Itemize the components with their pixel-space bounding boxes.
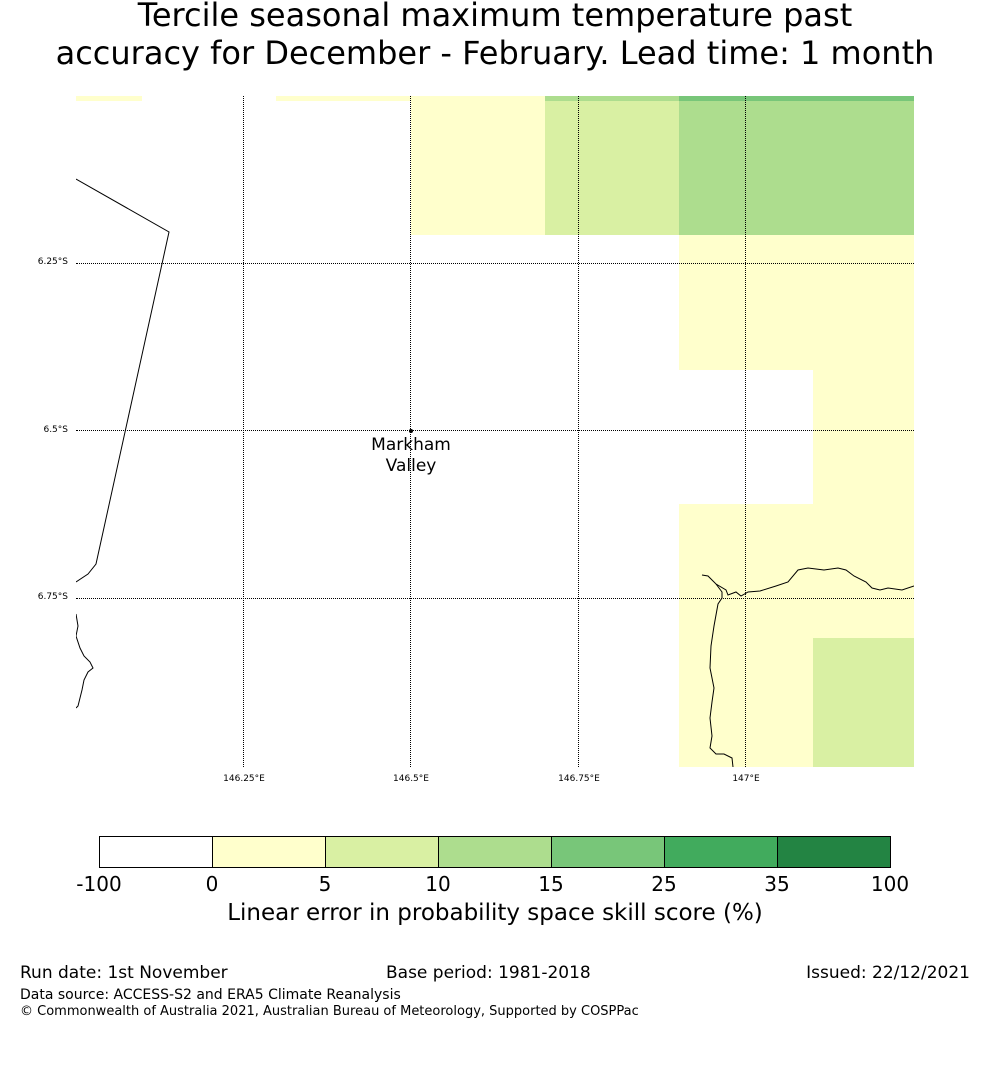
colorbar-label: Linear error in probability space skill … — [227, 900, 763, 926]
colorbar-tick: 100 — [870, 872, 910, 896]
issued-date: Issued: 22/12/2021 — [806, 963, 970, 983]
base-period: Base period: 1981-2018 — [386, 963, 591, 983]
colorbar-tick: 5 — [318, 872, 332, 896]
colorbar-segment — [552, 837, 665, 867]
title-line-1: Tercile seasonal maximum temperature pas… — [137, 0, 853, 34]
title-line-2: accuracy for December - February. Lead t… — [55, 34, 935, 72]
markham-valley-marker — [409, 429, 413, 433]
data-source: Data source: ACCESS-S2 and ERA5 Climate … — [20, 987, 401, 1003]
cell-skill-5-10 — [545, 96, 679, 235]
cell-skill-15-25 — [545, 96, 679, 101]
colorbar-tick: 25 — [651, 872, 677, 896]
colorbar-segment — [326, 837, 439, 867]
graticule-6.5S — [76, 430, 914, 431]
cell-skill-0-5 — [679, 638, 813, 767]
colorbar-tick: 15 — [538, 872, 564, 896]
colorbar-tick: 35 — [764, 872, 790, 896]
cell-skill-0-5 — [679, 235, 914, 370]
skill-map: Markham Valley — [76, 96, 914, 767]
cell-skill-15-25 — [679, 96, 914, 101]
cell-skill-10-15 — [679, 96, 914, 235]
colorbar — [99, 836, 891, 868]
map-title: Tercile seasonal maximum temperature pas… — [0, 0, 990, 72]
lat-label-6.5S: 6.5°S — [43, 425, 68, 435]
colorbar-tick: -100 — [76, 872, 122, 896]
colorbar-segment — [100, 837, 213, 867]
lon-label-146.25E: 146.25°E — [223, 774, 265, 784]
graticule-146.25E — [243, 96, 244, 767]
cell-skill-5-10 — [813, 638, 914, 767]
graticule-6.25S — [76, 263, 914, 264]
colorbar-segment — [213, 837, 326, 867]
lat-label-6.25S: 6.25°S — [37, 257, 68, 267]
place-name-line-1: Markham — [371, 435, 451, 455]
cell-skill-0-5 — [411, 96, 545, 235]
cell-skill-0-5 — [813, 370, 914, 504]
lon-label-146.75E: 146.75°E — [558, 774, 600, 784]
lat-label-6.75S: 6.75°S — [37, 592, 68, 602]
graticule-6.75S — [76, 598, 914, 599]
lon-label-147E: 147°E — [732, 774, 760, 784]
colorbar-tick: 0 — [205, 872, 219, 896]
cell-skill-0-5 — [76, 96, 142, 101]
cell-skill-0-5 — [276, 96, 411, 101]
lon-label-146.5E: 146.5°E — [393, 774, 429, 784]
coastline — [76, 178, 914, 767]
colorbar-tick: 10 — [425, 872, 451, 896]
colorbar-segment — [778, 837, 890, 867]
markham-valley-label: Markham Valley — [351, 435, 471, 477]
cell-skill-0-5 — [679, 504, 914, 638]
colorbar-segment — [439, 837, 552, 867]
copyright: © Commonwealth of Australia 2021, Austra… — [20, 1004, 639, 1019]
graticule-146.75E — [578, 96, 579, 767]
run-date: Run date: 1st November — [20, 963, 228, 983]
colorbar-segment — [665, 837, 778, 867]
place-name-line-2: Valley — [385, 456, 437, 476]
graticule-147E — [745, 96, 746, 767]
